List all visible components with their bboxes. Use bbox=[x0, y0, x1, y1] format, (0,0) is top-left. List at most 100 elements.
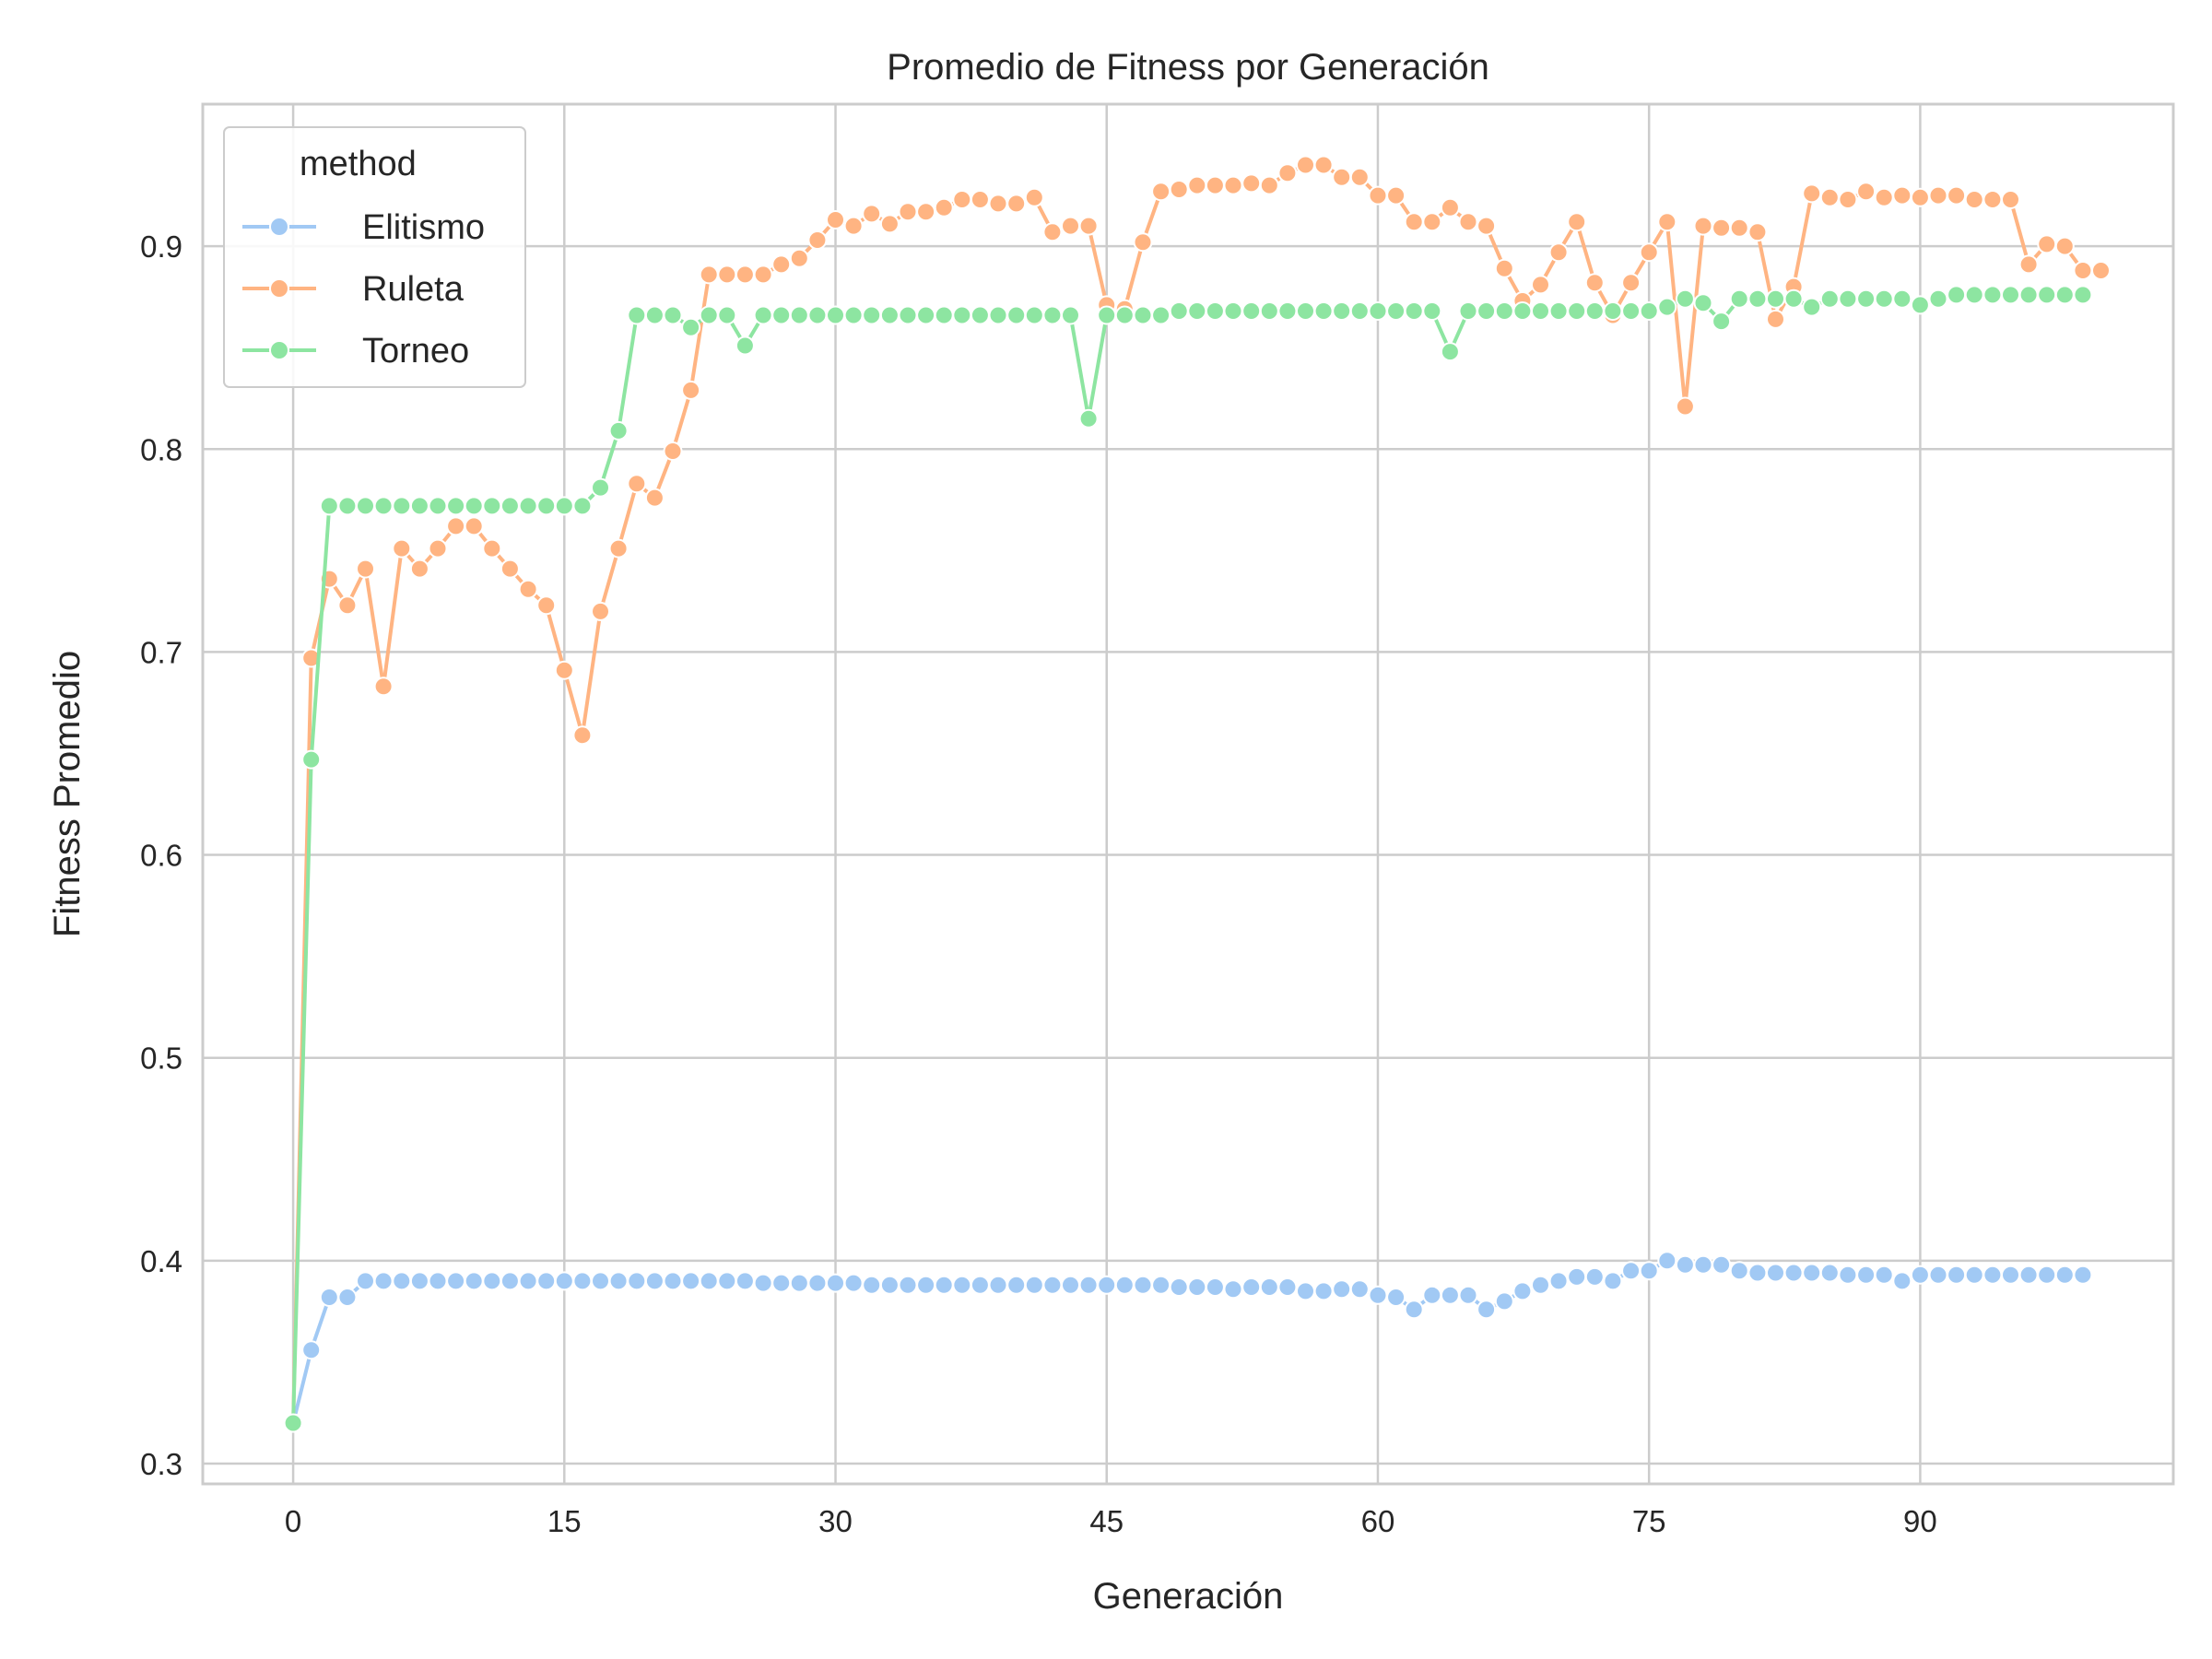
data-point-torneo bbox=[536, 496, 557, 516]
legend-label: Ruleta bbox=[362, 270, 465, 309]
data-point-elitismo bbox=[2018, 1265, 2039, 1285]
x-tick-label: 0 bbox=[285, 1504, 301, 1538]
data-point-torneo bbox=[1747, 288, 1768, 309]
legend: method Elitismo Ruleta Torneo bbox=[223, 126, 526, 388]
data-point-torneo bbox=[1404, 301, 1424, 321]
data-point-elitismo bbox=[1621, 1261, 1641, 1281]
data-point-torneo bbox=[1440, 342, 1460, 362]
data-point-elitismo bbox=[681, 1271, 701, 1291]
data-point-elitismo bbox=[1097, 1275, 1117, 1295]
data-point-elitismo bbox=[988, 1275, 1008, 1295]
data-point-torneo bbox=[1296, 301, 1315, 321]
data-point-ruleta bbox=[717, 265, 737, 285]
data-point-ruleta bbox=[898, 202, 918, 222]
data-point-elitismo bbox=[1675, 1254, 1695, 1275]
data-point-ruleta bbox=[1151, 182, 1171, 202]
data-point-torneo bbox=[392, 496, 412, 516]
data-point-elitismo bbox=[554, 1271, 574, 1291]
data-point-elitismo bbox=[1639, 1261, 1659, 1281]
data-point-elitismo bbox=[1494, 1291, 1514, 1312]
data-point-ruleta bbox=[2037, 234, 2057, 254]
data-point-ruleta bbox=[1910, 187, 1930, 207]
data-point-elitismo bbox=[1313, 1281, 1334, 1301]
data-point-elitismo bbox=[879, 1275, 900, 1295]
legend-box bbox=[223, 126, 526, 388]
y-tick-label: 0.5 bbox=[140, 1041, 182, 1076]
y-tick-label: 0.9 bbox=[140, 229, 182, 264]
data-point-elitismo bbox=[2037, 1265, 2057, 1285]
data-point-ruleta bbox=[970, 190, 990, 209]
data-point-torneo bbox=[1603, 301, 1623, 321]
x-tick-label: 15 bbox=[547, 1504, 582, 1538]
data-point-torneo bbox=[1584, 301, 1605, 321]
data-point-elitismo bbox=[608, 1271, 629, 1291]
data-point-torneo bbox=[934, 305, 954, 325]
data-point-torneo bbox=[735, 335, 755, 356]
data-point-ruleta bbox=[1639, 242, 1659, 263]
data-point-ruleta bbox=[554, 660, 574, 680]
data-point-torneo bbox=[1783, 288, 1804, 309]
data-point-elitismo bbox=[753, 1273, 773, 1293]
data-point-ruleta bbox=[644, 488, 665, 508]
data-point-ruleta bbox=[409, 559, 429, 579]
legend-swatch-marker bbox=[269, 217, 289, 237]
data-point-ruleta bbox=[789, 248, 809, 268]
data-point-elitismo bbox=[1766, 1263, 1785, 1283]
data-point-ruleta bbox=[500, 559, 520, 579]
data-point-torneo bbox=[356, 496, 375, 516]
data-point-elitismo bbox=[1531, 1275, 1550, 1295]
data-point-elitismo bbox=[1422, 1285, 1442, 1305]
data-point-elitismo bbox=[319, 1288, 339, 1307]
data-point-elitismo bbox=[1332, 1279, 1352, 1300]
data-point-ruleta bbox=[1313, 155, 1334, 175]
data-point-elitismo bbox=[699, 1271, 719, 1291]
data-point-torneo bbox=[1639, 301, 1659, 321]
data-point-torneo bbox=[753, 305, 773, 325]
legend-label: Torneo bbox=[362, 332, 469, 371]
x-axis-ticks: 0 15 30 45 60 75 90 bbox=[285, 1504, 1937, 1538]
data-point-ruleta bbox=[1928, 185, 1948, 206]
series-ruleta bbox=[283, 155, 2111, 1433]
data-point-torneo bbox=[681, 317, 701, 337]
data-point-elitismo bbox=[826, 1273, 845, 1293]
data-point-elitismo bbox=[771, 1273, 792, 1293]
data-point-torneo bbox=[1712, 312, 1732, 332]
data-point-elitismo bbox=[1712, 1254, 1732, 1275]
data-point-elitismo bbox=[898, 1275, 918, 1295]
data-point-torneo bbox=[2018, 285, 2039, 305]
data-point-elitismo bbox=[1024, 1275, 1044, 1295]
data-point-elitismo bbox=[862, 1275, 882, 1295]
data-point-ruleta bbox=[2018, 254, 2039, 275]
data-point-torneo bbox=[1006, 305, 1027, 325]
data-point-ruleta bbox=[1838, 190, 1858, 209]
data-point-elitismo bbox=[428, 1271, 448, 1291]
data-point-elitismo bbox=[392, 1271, 412, 1291]
data-point-elitismo bbox=[1440, 1285, 1460, 1305]
data-point-ruleta bbox=[1024, 187, 1044, 207]
data-point-torneo bbox=[1766, 288, 1785, 309]
data-point-ruleta bbox=[1747, 222, 1768, 242]
data-point-ruleta bbox=[1874, 187, 1894, 207]
data-point-torneo bbox=[970, 305, 990, 325]
data-point-torneo bbox=[554, 496, 574, 516]
y-tick-label: 0.8 bbox=[140, 432, 182, 466]
data-point-torneo bbox=[572, 496, 593, 516]
data-point-torneo bbox=[771, 305, 792, 325]
data-point-torneo bbox=[1838, 288, 1858, 309]
data-point-ruleta bbox=[428, 538, 448, 559]
x-tick-label: 30 bbox=[818, 1504, 853, 1538]
data-point-elitismo bbox=[1404, 1300, 1424, 1320]
data-point-ruleta bbox=[1802, 183, 1822, 204]
data-point-torneo bbox=[988, 305, 1008, 325]
data-point-ruleta bbox=[1241, 173, 1262, 194]
data-point-elitismo bbox=[1856, 1265, 1877, 1285]
x-tick-label: 45 bbox=[1089, 1504, 1124, 1538]
data-point-torneo bbox=[1169, 301, 1189, 321]
data-point-elitismo bbox=[1187, 1277, 1207, 1297]
data-point-ruleta bbox=[1584, 273, 1605, 293]
data-point-torneo bbox=[627, 305, 647, 325]
data-point-torneo bbox=[826, 305, 845, 325]
data-point-ruleta bbox=[464, 516, 484, 536]
data-point-ruleta bbox=[1947, 185, 1967, 206]
data-point-elitismo bbox=[1259, 1277, 1279, 1297]
